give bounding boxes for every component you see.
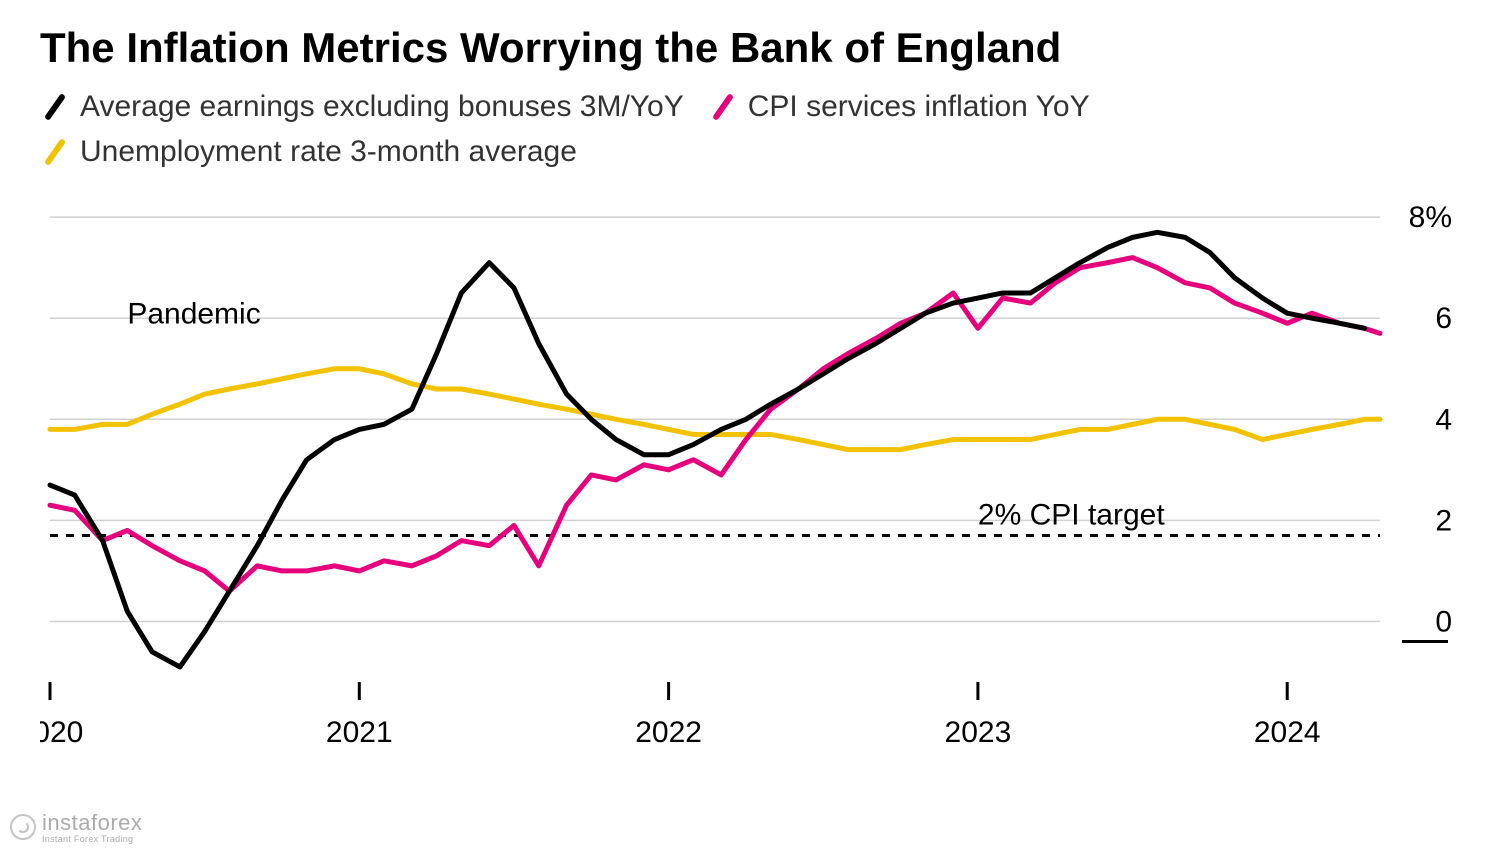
svg-text:2021: 2021 [326,716,393,749]
svg-text:4: 4 [1435,403,1452,436]
svg-text:6: 6 [1435,302,1452,335]
swatch-unemp [44,137,66,165]
legend-item-unemp: Unemployment rate 3-month average [40,129,577,174]
gear-icon [10,814,36,840]
watermark: instaforex Instant Forex Trading [10,810,142,844]
legend-label-cpi: CPI services inflation YoY [748,84,1090,129]
legend-label-earnings: Average earnings excluding bonuses 3M/Yo… [80,84,684,129]
svg-text:2023: 2023 [945,716,1012,749]
legend-item-cpi: CPI services inflation YoY [708,84,1090,129]
svg-text:2: 2 [1435,504,1452,537]
svg-text:Pandemic: Pandemic [127,297,260,330]
svg-text:2020: 2020 [40,716,83,749]
watermark-brand: instaforex [42,810,142,836]
watermark-sub: Instant Forex Trading [42,834,142,844]
svg-text:2022: 2022 [635,716,702,749]
svg-text:0: 0 [1435,605,1452,638]
line-chart: 0 2 4 6 8% 2% CPI target 2020 2021 2022 2023 2024 P… [40,182,1460,752]
chart-title: The Inflation Metrics Worrying the Bank … [40,24,1460,72]
svg-text:2% CPI target: 2% CPI target [978,498,1165,531]
legend-item-earnings: Average earnings excluding bonuses 3M/Yo… [40,84,684,129]
svg-text:2024: 2024 [1254,716,1321,749]
swatch-cpi [712,92,734,120]
chart-area: 0 2 4 6 8% 2% CPI target 2020 2021 2022 2023 2024 P… [40,182,1460,752]
svg-text:8%: 8% [1409,201,1452,234]
swatch-earnings [44,92,66,120]
legend-label-unemp: Unemployment rate 3-month average [80,129,577,174]
legend: Average earnings excluding bonuses 3M/Yo… [40,84,1460,174]
